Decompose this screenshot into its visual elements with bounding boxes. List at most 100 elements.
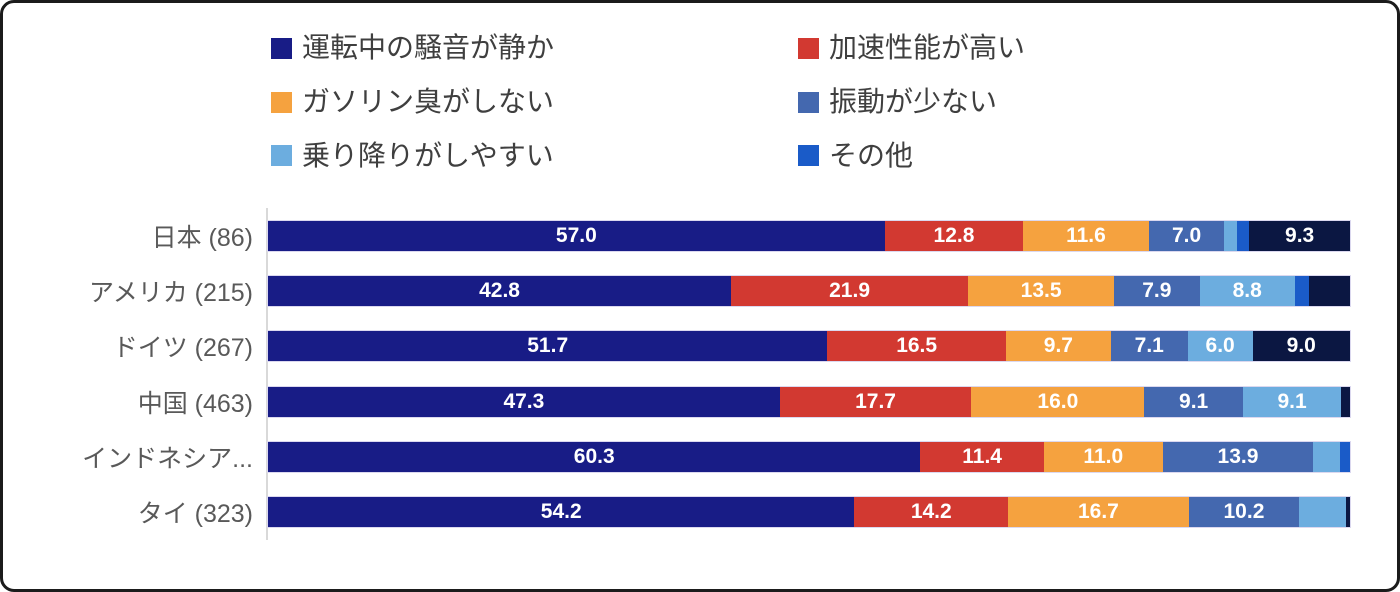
- bar-segment: [1313, 441, 1341, 472]
- bar-track: 57.0 12.8 11.6 7.0 9.3: [267, 219, 1351, 252]
- category-label: ドイツ (267): [112, 334, 253, 363]
- bar-segment: 17.7: [779, 386, 972, 417]
- value-label: 6.0: [1205, 334, 1235, 358]
- value-label: 60.3: [573, 444, 615, 468]
- value-label: 7.1: [1134, 334, 1164, 358]
- bar-segment: 13.9: [1162, 441, 1314, 472]
- value-label: 12.8: [933, 223, 975, 247]
- legend-label: その他: [829, 139, 914, 171]
- bar-row: タイ (323) 54.2 14.2 16.7 10.2: [138, 485, 1351, 540]
- bar-track: 54.2 14.2 16.7 10.2: [267, 496, 1351, 529]
- value-label: 9.1: [1277, 389, 1307, 413]
- value-label: 21.9: [829, 278, 870, 302]
- legend-swatch-icon: [798, 91, 819, 113]
- bar-segment: 8.8: [1199, 275, 1295, 306]
- bar-segment: 57.0: [268, 220, 885, 251]
- legend-label: ガソリン臭がしない: [302, 85, 555, 117]
- bar-segment: 13.5: [968, 275, 1115, 306]
- bar-segment: [1299, 497, 1346, 528]
- bar-segment: 10.2: [1188, 497, 1300, 528]
- legend-swatch-icon: [271, 91, 292, 113]
- value-label: 51.7: [527, 334, 569, 358]
- legend-item: 加速性能が高い: [798, 32, 1026, 64]
- value-label: 7.0: [1171, 223, 1202, 247]
- bar-segment: [1345, 497, 1350, 528]
- legend-item: ガソリン臭がしない: [271, 85, 798, 118]
- legend-swatch-icon: [271, 37, 292, 59]
- value-label: 16.0: [1037, 389, 1079, 413]
- value-label: 47.3: [503, 389, 545, 413]
- value-label: 42.8: [479, 278, 520, 302]
- legend: 運転中の騒音が静か 加速性能が高いガソリン臭がしない 振動が少ない乗り降りがしやすい…: [271, 32, 1026, 172]
- bar-segment: [1340, 441, 1350, 472]
- bar-segment: 16.7: [1008, 497, 1189, 528]
- value-label: 9.3: [1285, 223, 1315, 247]
- bar-segment: 16.0: [971, 386, 1145, 417]
- bar-segment: [1308, 275, 1350, 306]
- value-label: 9.0: [1286, 334, 1316, 358]
- value-label: 13.9: [1217, 444, 1259, 468]
- bar-track: 47.3 17.7 16.0 9.1 9.1: [267, 385, 1351, 418]
- category-label: インドネシア...: [82, 444, 253, 473]
- value-label: 11.0: [1083, 444, 1124, 468]
- value-label: 10.2: [1223, 500, 1265, 524]
- bar-segment: [1237, 220, 1250, 251]
- value-label: 54.2: [540, 500, 582, 524]
- legend-item: 振動が少ない: [798, 86, 1025, 118]
- bar-track: 51.7 16.5 9.7 7.1 6.0 9.0: [267, 330, 1351, 363]
- value-label: 9.7: [1043, 334, 1073, 358]
- value-label: 7.9: [1142, 278, 1172, 302]
- bar-segment: [1294, 275, 1309, 306]
- value-label: 16.7: [1077, 500, 1119, 524]
- value-label: 16.5: [896, 334, 938, 358]
- legend-item: その他: [798, 139, 1025, 172]
- bar-segment: [1341, 386, 1350, 417]
- legend-label: 運転中の騒音が静か: [302, 32, 555, 63]
- value-label: 13.5: [1020, 278, 1062, 302]
- bar-segment: 11.4: [920, 441, 1044, 472]
- bar-row: ドイツ (267) 51.7 16.5 9.7 7.1 6.0 9.0: [113, 319, 1351, 374]
- bar-row: インドネシア... 60.3 11.4 11.0 13.9: [82, 429, 1351, 484]
- legend-label: 乗り降りがしやすい: [302, 139, 554, 171]
- bar-segment: 9.0: [1252, 331, 1350, 362]
- category-label: 中国 (463): [137, 389, 253, 418]
- bar-segment: 7.1: [1110, 331, 1188, 362]
- bar-segment: 42.8: [268, 275, 732, 306]
- bar-segment: 60.3: [268, 441, 921, 472]
- bar-segment: 12.8: [884, 220, 1024, 251]
- category-label: 日本 (86): [151, 223, 253, 252]
- category-label: タイ (323): [137, 500, 253, 529]
- bar-segment: 21.9: [731, 275, 969, 306]
- value-label: 8.8: [1232, 278, 1262, 302]
- bar-segment: 14.2: [854, 497, 1009, 528]
- value-label: 11.4: [962, 444, 1002, 468]
- legend-item: 乗り降りがしやすい: [271, 139, 798, 172]
- value-label: 9.1: [1179, 389, 1209, 413]
- value-label: 57.0: [555, 223, 597, 247]
- bar-segment: 47.3: [268, 386, 780, 417]
- bar-segment: 9.1: [1242, 386, 1342, 417]
- bar-segment: 6.0: [1187, 331, 1253, 362]
- bar-segment: 9.3: [1249, 220, 1350, 251]
- bar-segment: 11.0: [1043, 441, 1163, 472]
- bar-segment: 7.9: [1114, 275, 1200, 306]
- bar-segment: 9.1: [1144, 386, 1243, 417]
- value-label: 17.7: [855, 389, 896, 413]
- bar-track: 42.8 21.9 13.5 7.9 8.8: [267, 274, 1351, 307]
- bar-segment: 11.6: [1023, 220, 1149, 251]
- bar-row: 日本 (86) 57.0 12.8 11.6 7.0 9.3: [152, 208, 1351, 263]
- plot-area: 日本 (86) 57.0 12.8 11.6 7.0 9.3 アメリカ (215) 42.8 2…: [82, 208, 1351, 540]
- legend-swatch-icon: [798, 145, 819, 167]
- legend-label: 加速性能が高い: [829, 32, 1026, 63]
- legend-item: 運転中の騒音が静か: [271, 32, 798, 64]
- bar-row: アメリカ (215) 42.8 21.9 13.5 7.9 8.8: [89, 263, 1351, 318]
- bar-segment: 16.5: [827, 331, 1006, 362]
- legend-swatch-icon: [271, 145, 292, 167]
- bar-segment: 51.7: [268, 331, 828, 362]
- bar-segment: 54.2: [268, 497, 855, 528]
- value-label: 11.6: [1066, 223, 1106, 247]
- value-label: 14.2: [910, 500, 952, 524]
- bar-segment: [1224, 220, 1238, 251]
- bar-track: 60.3 11.4 11.0 13.9: [267, 440, 1351, 473]
